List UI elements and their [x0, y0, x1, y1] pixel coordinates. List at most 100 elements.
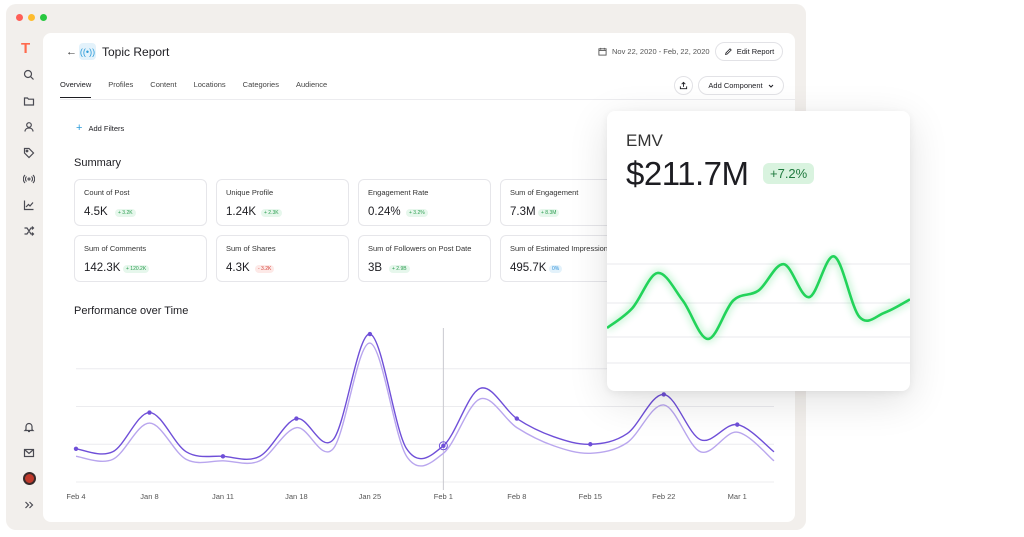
card-value: 495.7K	[510, 262, 547, 274]
card-value: 3B	[368, 262, 383, 274]
add-component-button[interactable]: Add Component	[698, 76, 784, 95]
card-delta-badge: + 3.2%	[406, 209, 428, 217]
back-button[interactable]: ←	[66, 46, 77, 58]
tab-locations[interactable]: Locations	[193, 80, 226, 89]
maximize-window-button[interactable]	[40, 14, 47, 21]
series-line-1	[75, 333, 775, 460]
series-line-2	[75, 342, 775, 467]
broadcast-icon[interactable]	[23, 173, 35, 185]
x-tick-label: Feb 4	[66, 492, 85, 501]
card-delta-badge: + 8.3M	[538, 209, 560, 217]
x-tick-label: Jan 11	[212, 492, 234, 501]
data-point[interactable]	[441, 443, 446, 448]
edit-report-button[interactable]: Edit Report	[715, 42, 783, 61]
card-delta-badge: + 2.9B	[389, 265, 410, 273]
emv-value: $211.7M	[626, 155, 749, 192]
tab-content[interactable]: Content	[150, 80, 177, 89]
emv-delta-badge: +7.2%	[763, 163, 815, 184]
user-icon[interactable]	[23, 121, 35, 133]
folder-icon[interactable]	[23, 95, 35, 107]
card-delta-badge: 0%	[549, 265, 563, 273]
card-label: Sum of Estimated Impressions	[510, 244, 612, 253]
summary-card[interactable]: Sum of Shares 4.3K - 3.2K	[216, 235, 349, 282]
data-point[interactable]	[661, 392, 666, 397]
window-controls	[16, 14, 47, 21]
summary-card[interactable]: Engagement Rate 0.24% + 3.2%	[358, 179, 491, 226]
x-tick-label: Feb 22	[652, 492, 675, 501]
data-point[interactable]	[73, 446, 79, 451]
card-label: Engagement Rate	[368, 188, 429, 197]
share-button[interactable]	[674, 76, 693, 95]
card-label: Sum of Shares	[226, 244, 276, 253]
emv-line	[607, 255, 910, 341]
card-label: Sum of Followers on Post Date	[368, 244, 472, 253]
sidebar: T	[8, 34, 42, 524]
summary-card[interactable]: Unique Profile 1.24K + 2.3K	[216, 179, 349, 226]
x-tick-label: Mar 1	[728, 492, 747, 501]
search-icon[interactable]	[23, 69, 35, 81]
tag-icon[interactable]	[23, 147, 35, 159]
app-logo[interactable]: T	[21, 40, 31, 57]
shuffle-icon[interactable]	[23, 225, 35, 237]
calendar-icon	[598, 47, 607, 56]
data-point[interactable]	[514, 416, 520, 421]
x-tick-label: Jan 18	[285, 492, 308, 501]
data-point[interactable]	[588, 442, 593, 447]
trend-chart-icon[interactable]	[23, 199, 35, 211]
summary-card[interactable]: Count of Post 4.5K + 3.2K	[74, 179, 207, 226]
plus-icon: +	[76, 122, 83, 134]
close-window-button[interactable]	[16, 14, 23, 21]
card-label: Unique Profile	[226, 188, 274, 197]
chevron-down-icon	[768, 84, 773, 88]
pencil-icon	[724, 47, 732, 55]
expand-icon[interactable]	[23, 499, 35, 511]
data-point[interactable]	[220, 454, 226, 459]
tab-profiles[interactable]: Profiles	[108, 80, 134, 89]
card-value: 0.24%	[368, 206, 401, 218]
tab-overview[interactable]: Overview	[60, 80, 92, 98]
card-value: 1.24K	[226, 206, 257, 218]
tab-audience[interactable]: Audience	[295, 80, 328, 89]
card-delta-badge: + 120.2K	[123, 265, 150, 273]
data-point[interactable]	[367, 331, 373, 337]
hover-point[interactable]	[438, 441, 448, 451]
minimize-window-button[interactable]	[28, 14, 35, 21]
avatar[interactable]	[23, 472, 36, 485]
add-component-label: Add Component	[708, 81, 763, 90]
x-tick-label: Jan 8	[140, 492, 158, 501]
data-point[interactable]	[147, 410, 152, 415]
card-label: Sum of Engagement	[510, 188, 579, 197]
card-label: Sum of Comments	[84, 244, 147, 253]
tab-categories[interactable]: Categories	[242, 80, 279, 89]
emv-label: EMV	[626, 131, 663, 150]
x-tick-label: Feb 1	[434, 492, 453, 501]
emv-line-glow	[607, 254, 910, 342]
card-delta-badge: + 2.3K	[261, 209, 282, 217]
x-tick-label: Feb 8	[507, 492, 526, 501]
edit-report-label: Edit Report	[736, 47, 775, 56]
x-tick-label: Jan 25	[359, 492, 382, 501]
card-delta-badge: + 3.2K	[115, 209, 136, 217]
card-value: 4.3K	[226, 262, 250, 274]
mail-icon[interactable]	[23, 447, 35, 459]
upload-icon	[679, 81, 688, 90]
card-value: 7.3M	[510, 206, 536, 218]
date-range-label: Nov 22, 2020 - Feb, 22, 2020	[612, 47, 710, 56]
bell-icon[interactable]	[23, 421, 35, 433]
date-range-picker[interactable]: Nov 22, 2020 - Feb, 22, 2020	[598, 47, 710, 56]
data-point[interactable]	[735, 422, 740, 427]
tab-divider	[60, 99, 795, 100]
add-filters-label: Add Filters	[88, 123, 125, 133]
emv-card[interactable]: EMV $211.7M +7.2%	[607, 111, 910, 391]
add-filters-button[interactable]: + Add Filters	[76, 122, 124, 134]
performance-title: Performance over Time	[74, 305, 189, 317]
data-point[interactable]	[294, 416, 299, 421]
summary-card[interactable]: Sum of Followers on Post Date 3B + 2.9B	[358, 235, 491, 282]
summary-card[interactable]: Sum of Comments 142.3K + 120.2K	[74, 235, 207, 282]
tab-bar: Overview Profiles Content Locations Cate…	[60, 80, 344, 98]
page-title: Topic Report	[102, 45, 170, 59]
card-delta-badge: - 3.2K	[255, 265, 275, 273]
summary-title: Summary	[74, 157, 122, 169]
x-tick-label: Feb 15	[579, 492, 602, 501]
